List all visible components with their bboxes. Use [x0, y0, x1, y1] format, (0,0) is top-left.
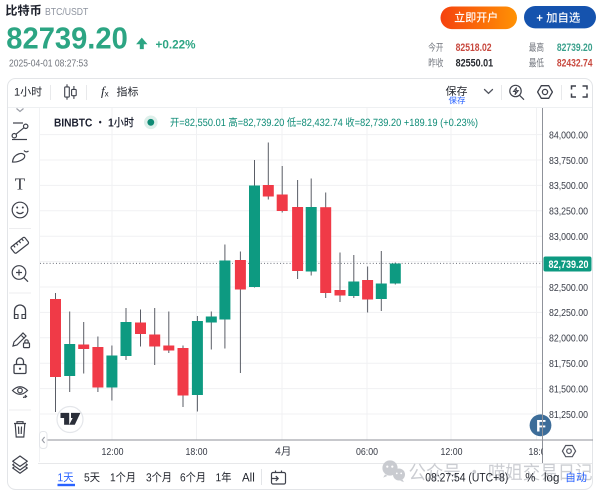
- svg-text:fx: fx: [101, 84, 109, 99]
- svg-text:82,500.00: 82,500.00: [549, 282, 588, 294]
- svg-text:82739.20: 82739.20: [6, 21, 128, 56]
- svg-text:83,750.00: 83,750.00: [549, 155, 588, 167]
- svg-text:82,250.00: 82,250.00: [549, 307, 588, 319]
- svg-text:log: log: [544, 472, 559, 484]
- svg-text:83,250.00: 83,250.00: [549, 206, 588, 218]
- svg-text:81,250.00: 81,250.00: [549, 409, 588, 421]
- svg-text:%: %: [525, 472, 535, 484]
- svg-text:18:00: 18:00: [186, 446, 208, 458]
- svg-text:81,750.00: 81,750.00: [549, 358, 588, 370]
- svg-text:81,500.00: 81,500.00: [549, 383, 588, 395]
- svg-text:2025-04-01 08:27:53: 2025-04-01 08:27:53: [9, 59, 88, 70]
- svg-text:08:27:54 (UTC+8): 08:27:54 (UTC+8): [425, 472, 508, 484]
- svg-text:All: All: [242, 472, 255, 484]
- svg-text:82550.01: 82550.01: [456, 58, 494, 70]
- svg-text:82739.20: 82739.20: [557, 42, 593, 54]
- svg-text:82,739.20: 82,739.20: [549, 259, 589, 271]
- svg-text:T: T: [15, 175, 26, 194]
- svg-text:84,000.00: 84,000.00: [549, 129, 588, 141]
- svg-text:12:00: 12:00: [441, 446, 463, 458]
- svg-text:+0.22%: +0.22%: [156, 37, 196, 51]
- svg-text:83,500.00: 83,500.00: [549, 180, 588, 192]
- svg-text:18:00: 18:00: [529, 446, 551, 458]
- svg-text:F: F: [536, 418, 546, 436]
- svg-text:06:00: 06:00: [356, 446, 378, 458]
- svg-text:12:00: 12:00: [102, 446, 124, 458]
- svg-text:82,000.00: 82,000.00: [549, 333, 588, 345]
- svg-text:BTC/USDT: BTC/USDT: [45, 7, 88, 18]
- svg-text:83,000.00: 83,000.00: [549, 231, 588, 243]
- svg-text:82518.02: 82518.02: [456, 42, 492, 54]
- svg-text:82432.74: 82432.74: [557, 58, 593, 70]
